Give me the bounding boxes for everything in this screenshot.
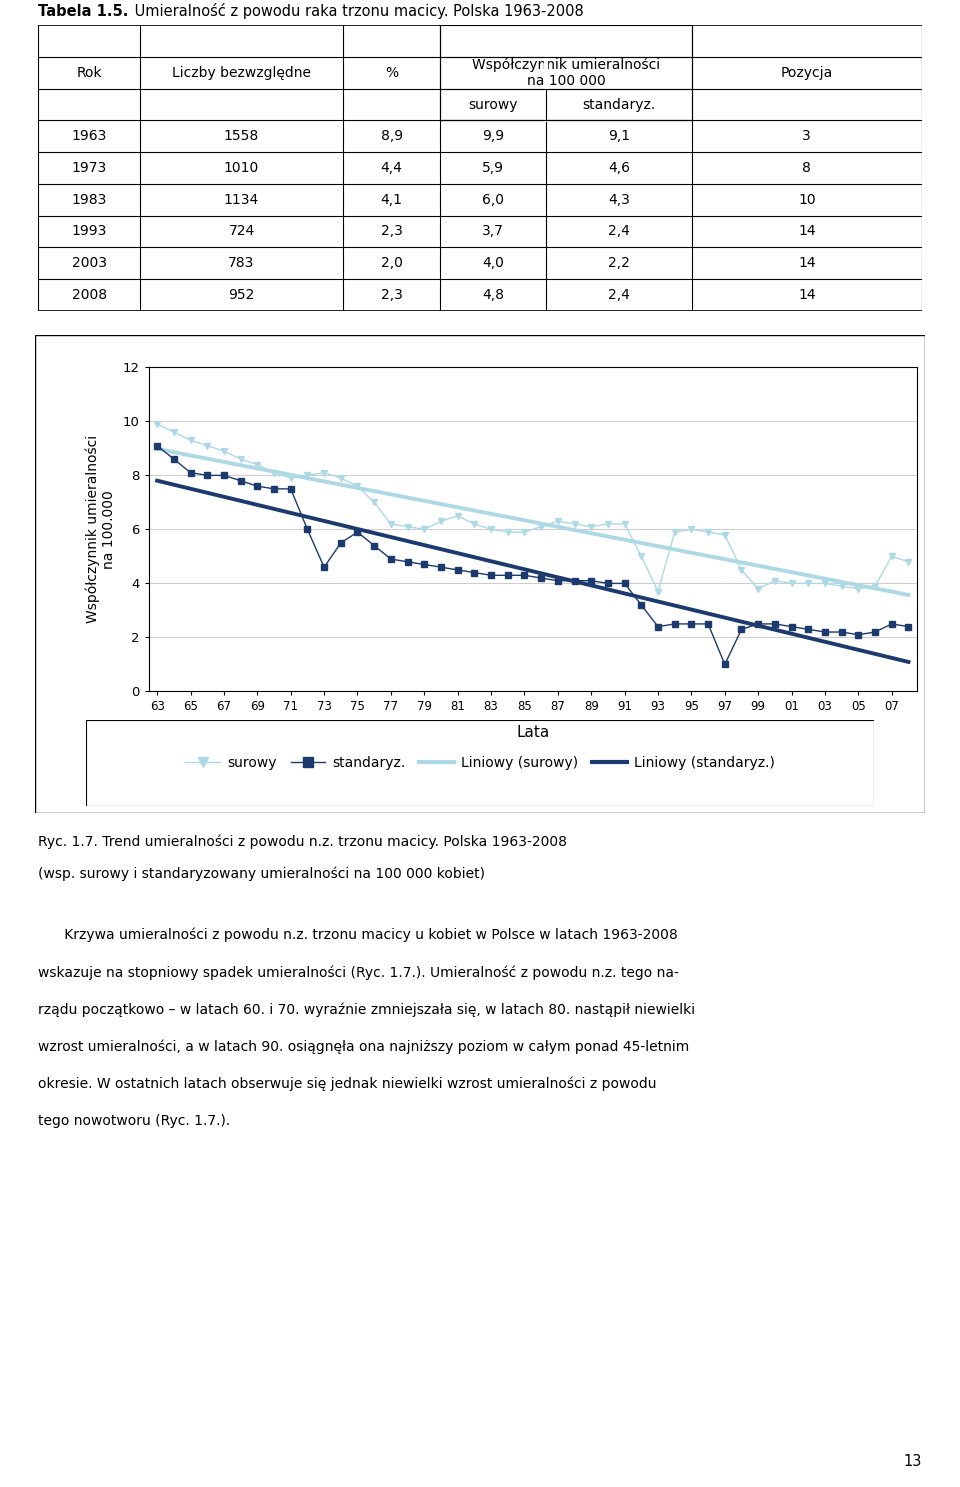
Text: Ryc. 1.7. Trend umieralności z powodu n.z. trzonu macicy. Polska 1963-2008: Ryc. 1.7. Trend umieralności z powodu n.… [38, 834, 567, 849]
Text: 4,8: 4,8 [482, 288, 504, 302]
Text: 9,9: 9,9 [482, 129, 504, 143]
Text: 1983: 1983 [71, 193, 107, 207]
Text: wskazuje na stopniowy spadek umieralności (Ryc. 1.7.). Umieralność z powodu n.z.: wskazuje na stopniowy spadek umieralnośc… [38, 965, 680, 980]
Text: 4,3: 4,3 [609, 193, 630, 207]
Text: %: % [385, 65, 398, 80]
Text: 2008: 2008 [72, 288, 107, 302]
Text: 14: 14 [798, 288, 816, 302]
Text: 4,6: 4,6 [608, 161, 630, 175]
Text: 5,9: 5,9 [482, 161, 504, 175]
Text: 8: 8 [803, 161, 811, 175]
Text: 4,1: 4,1 [381, 193, 402, 207]
Text: 2,3: 2,3 [381, 225, 402, 238]
Text: Współczynnik umieralności
na 100 000: Współczynnik umieralności na 100 000 [472, 58, 660, 88]
Text: 1963: 1963 [71, 129, 107, 143]
Text: 1973: 1973 [72, 161, 107, 175]
Y-axis label: Współczynnik umieralności
na 100.000: Współczynnik umieralności na 100.000 [85, 436, 116, 623]
Text: Krzywa umieralności z powodu n.z. trzonu macicy u kobiet w Polsce w latach 1963-: Krzywa umieralności z powodu n.z. trzonu… [38, 928, 678, 943]
Text: 6,0: 6,0 [482, 193, 504, 207]
Text: surowy: surowy [468, 98, 518, 112]
Text: 14: 14 [798, 256, 816, 271]
Text: 1134: 1134 [224, 193, 259, 207]
Text: 4,0: 4,0 [482, 256, 504, 271]
Text: wzrost umieralności, a w latach 90. osiągnęła ona najniższy poziom w całym ponad: wzrost umieralności, a w latach 90. osią… [38, 1039, 689, 1054]
Text: rządu początkowo – w latach 60. i 70. wyraźnie zmniejszała się, w latach 80. nas: rządu początkowo – w latach 60. i 70. wy… [38, 1002, 696, 1017]
Text: Umieralność z powodu raka trzonu macicy. Polska 1963-2008: Umieralność z powodu raka trzonu macicy.… [130, 3, 584, 19]
Text: Tabela 1.5.: Tabela 1.5. [38, 4, 129, 19]
Text: 1993: 1993 [71, 225, 107, 238]
Text: standaryz.: standaryz. [583, 98, 656, 112]
Text: 783: 783 [228, 256, 254, 271]
Text: 3,7: 3,7 [482, 225, 504, 238]
Text: 724: 724 [228, 225, 254, 238]
Text: (wsp. surowy i standaryzowany umieralności na 100 000 kobiet): (wsp. surowy i standaryzowany umieralnoś… [38, 867, 486, 882]
Text: 2,0: 2,0 [381, 256, 402, 271]
Text: okresie. W ostatnich latach obserwuje się jednak niewielki wzrost umieralności z: okresie. W ostatnich latach obserwuje si… [38, 1077, 657, 1091]
Text: Rok: Rok [77, 65, 102, 80]
Text: 2,4: 2,4 [609, 225, 630, 238]
Text: tego nowotworu (Ryc. 1.7.).: tego nowotworu (Ryc. 1.7.). [38, 1114, 230, 1127]
X-axis label: Lata: Lata [516, 724, 549, 739]
Text: 4,4: 4,4 [381, 161, 402, 175]
Text: 2,3: 2,3 [381, 288, 402, 302]
Text: 1558: 1558 [224, 129, 259, 143]
Text: 1010: 1010 [224, 161, 259, 175]
Text: 14: 14 [798, 225, 816, 238]
Text: 10: 10 [798, 193, 816, 207]
Text: 2,2: 2,2 [609, 256, 630, 271]
Text: 952: 952 [228, 288, 254, 302]
Text: 2003: 2003 [72, 256, 107, 271]
Legend: surowy, standaryz., Liniowy (surowy), Liniowy (standaryz.): surowy, standaryz., Liniowy (surowy), Li… [180, 751, 780, 775]
Text: Liczby bezwzględne: Liczby bezwzględne [172, 65, 311, 80]
Text: 13: 13 [903, 1454, 922, 1469]
Text: 3: 3 [803, 129, 811, 143]
Text: 8,9: 8,9 [380, 129, 403, 143]
Text: 9,1: 9,1 [608, 129, 630, 143]
Text: 2,4: 2,4 [609, 288, 630, 302]
Text: Pozycja: Pozycja [780, 65, 833, 80]
